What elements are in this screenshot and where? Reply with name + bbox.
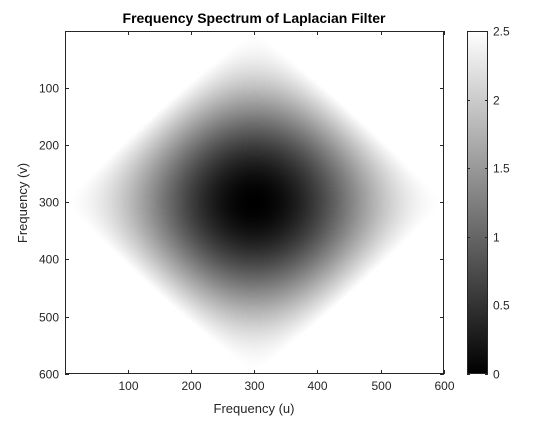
colorbar-frame — [467, 31, 488, 374]
y-tick-label: 500 — [39, 311, 59, 325]
x-tick-label: 600 — [434, 379, 454, 393]
y-tick-label: 200 — [39, 139, 59, 153]
plot-area — [65, 31, 444, 374]
x-tick-label: 300 — [244, 379, 264, 393]
colorbar-tick-label: 2 — [493, 94, 500, 108]
colorbar-tick-label: 0 — [493, 368, 500, 382]
x-tick-label: 400 — [307, 379, 327, 393]
y-axis-label: Frequency (v) — [15, 163, 30, 243]
heatmap-image — [65, 31, 444, 374]
y-axis-ticks: 100 200 300 400 500 600 — [39, 82, 444, 382]
y-tick-label: 600 — [39, 368, 59, 382]
x-tick-label: 100 — [118, 379, 138, 393]
colorbar-tick-label: 1 — [493, 231, 500, 245]
colorbar: 0 0.5 1 1.5 2 2.5 — [467, 25, 510, 382]
y-tick-label: 400 — [39, 253, 59, 267]
x-tick-label: 500 — [371, 379, 391, 393]
y-tick-label: 300 — [39, 196, 59, 210]
colorbar-gradient — [467, 31, 488, 374]
colorbar-tick-label: 2.5 — [493, 25, 510, 39]
x-tick-label: 200 — [181, 379, 201, 393]
colorbar-tick-label: 1.5 — [493, 162, 510, 176]
y-tick-label: 100 — [39, 82, 59, 96]
colorbar-tick-label: 0.5 — [493, 299, 510, 313]
x-axis-label: Frequency (u) — [214, 401, 295, 416]
x-axis-ticks: 100 200 300 400 500 600 — [118, 31, 455, 393]
chart-title: Frequency Spectrum of Laplacian Filter — [123, 10, 387, 26]
colorbar-ticks: 0 0.5 1 1.5 2 2.5 — [467, 25, 510, 382]
